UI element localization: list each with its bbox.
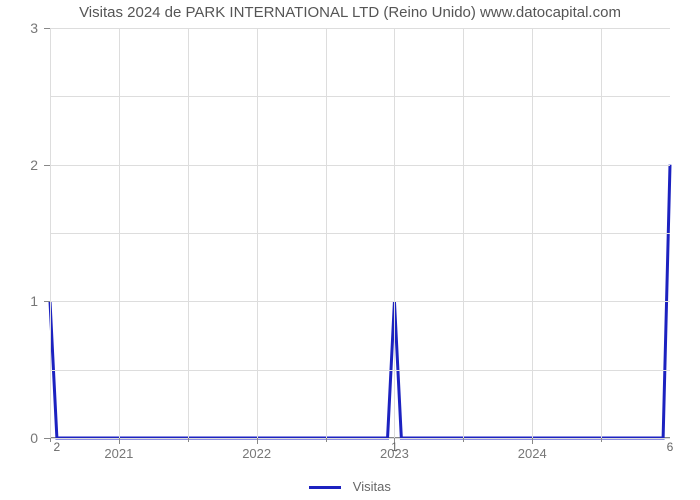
chart-title: Visitas 2024 de PARK INTERNATIONAL LTD (… xyxy=(0,4,700,21)
grid-line-h xyxy=(50,438,670,439)
xtick-mark xyxy=(532,438,533,444)
grid-line-h xyxy=(50,28,670,29)
grid-line-v-minor xyxy=(188,28,189,438)
xtick-mark-minor xyxy=(463,438,464,442)
grid-line-v-minor xyxy=(601,28,602,438)
grid-line-v xyxy=(119,28,120,438)
grid-line-h xyxy=(50,301,670,302)
ytick-label: 0 xyxy=(30,430,38,446)
xtick-mark xyxy=(119,438,120,444)
ytick-label: 2 xyxy=(30,157,38,173)
grid-line-h-minor xyxy=(50,233,670,234)
grid-line-v-minor xyxy=(326,28,327,438)
grid-line-v-minor xyxy=(50,28,51,438)
xtick-mark-minor xyxy=(188,438,189,442)
data-point-label: 2 xyxy=(54,440,61,454)
plot-area: 01232021202220232024216 xyxy=(50,28,670,438)
grid-line-v-minor xyxy=(463,28,464,438)
xtick-label: 2022 xyxy=(242,446,271,461)
xtick-mark-minor xyxy=(50,438,51,442)
grid-line-v xyxy=(394,28,395,438)
legend: Visitas xyxy=(0,479,700,494)
ytick-label: 1 xyxy=(30,293,38,309)
xtick-label: 2024 xyxy=(518,446,547,461)
grid-line-v xyxy=(257,28,258,438)
legend-label: Visitas xyxy=(353,479,391,494)
grid-line-h-minor xyxy=(50,370,670,371)
grid-line-h xyxy=(50,165,670,166)
ytick-label: 3 xyxy=(30,20,38,36)
xtick-mark xyxy=(257,438,258,444)
xtick-label: 2021 xyxy=(104,446,133,461)
data-point-label: 1 xyxy=(391,440,398,454)
grid-line-h-minor xyxy=(50,96,670,97)
xtick-mark-minor xyxy=(326,438,327,442)
grid-line-v xyxy=(532,28,533,438)
data-point-label: 6 xyxy=(667,440,674,454)
legend-swatch xyxy=(309,486,341,489)
xtick-mark-minor xyxy=(601,438,602,442)
chart-container: Visitas 2024 de PARK INTERNATIONAL LTD (… xyxy=(0,0,700,500)
